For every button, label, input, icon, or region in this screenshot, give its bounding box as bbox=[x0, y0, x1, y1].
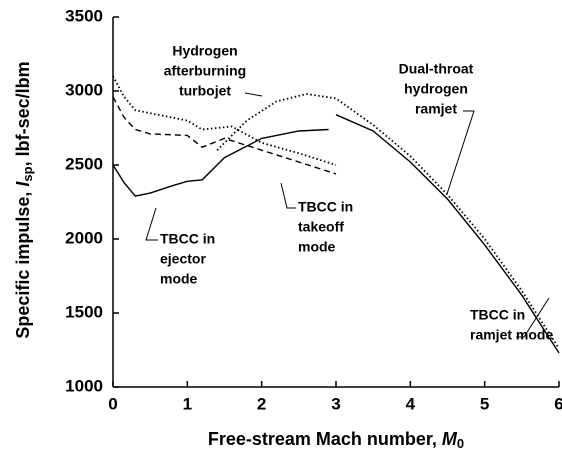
x-tick-label: 2 bbox=[257, 394, 266, 413]
x-tick-label: 6 bbox=[554, 394, 562, 413]
x-axis-label: Free-stream Mach number, M0 bbox=[208, 429, 464, 452]
series-line bbox=[112, 75, 337, 166]
leader-line bbox=[516, 297, 550, 338]
series-line bbox=[112, 128, 329, 197]
leader-line bbox=[446, 110, 475, 195]
x-tick-label: 1 bbox=[183, 394, 192, 413]
x-tick-label: 0 bbox=[108, 394, 117, 413]
series-line bbox=[335, 114, 560, 354]
annotation: ejector bbox=[160, 251, 206, 267]
series-line bbox=[112, 96, 337, 175]
leader-line bbox=[145, 207, 158, 241]
annotation: turbojet bbox=[179, 83, 231, 99]
x-label-subscript: 0 bbox=[457, 436, 464, 451]
x-tick-label: 4 bbox=[406, 394, 416, 413]
y-tick-label: 3000 bbox=[65, 80, 103, 99]
leader-line bbox=[244, 92, 263, 97]
annotation: takeoff bbox=[298, 219, 344, 235]
x-label-symbol: M bbox=[442, 429, 458, 449]
series-line bbox=[216, 93, 560, 349]
x-tick-label: 3 bbox=[331, 394, 340, 413]
annotation: mode bbox=[160, 271, 198, 287]
x-label-text: Free-stream Mach number, bbox=[208, 429, 442, 449]
y-tick-label: 1500 bbox=[65, 302, 103, 321]
annotation: TBCC in bbox=[470, 307, 525, 323]
y-label-suffix: , lbf-sec/lbm bbox=[13, 61, 33, 166]
annotation: afterburning bbox=[164, 63, 246, 79]
annotation: hydrogen bbox=[404, 81, 468, 97]
leader-line bbox=[280, 182, 296, 209]
y-label-subscript: sp bbox=[20, 166, 35, 181]
annotation: mode bbox=[298, 239, 336, 255]
y-tick-label: 2500 bbox=[65, 154, 103, 173]
annotation: Dual-throat bbox=[399, 61, 474, 77]
y-label-text: Specific impulse, bbox=[13, 187, 33, 339]
x-tick-label: 5 bbox=[480, 394, 489, 413]
y-axis-label: Specific impulse, Isp, lbf-sec/lbm bbox=[13, 61, 36, 338]
y-tick-label: 3500 bbox=[65, 6, 103, 25]
annotation: TBCC in bbox=[298, 199, 353, 215]
y-tick-label: 2000 bbox=[65, 228, 103, 247]
y-tick-label: 1000 bbox=[65, 376, 103, 395]
y-label-symbol: I bbox=[13, 181, 33, 187]
annotation: Hydrogen bbox=[172, 43, 237, 59]
annotation: TBCC in bbox=[160, 231, 215, 247]
annotation: ramjet mode bbox=[470, 327, 553, 343]
annotation: ramjet bbox=[415, 101, 457, 117]
